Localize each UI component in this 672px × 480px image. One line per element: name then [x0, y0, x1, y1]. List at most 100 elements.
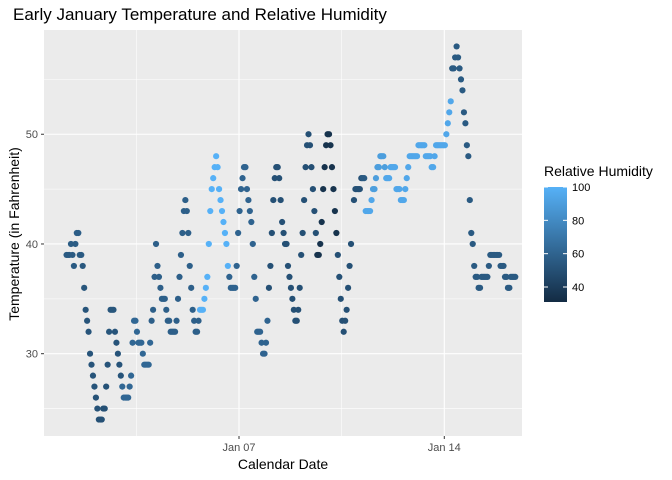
x-tick-label: Jan 07 [222, 442, 255, 454]
data-point [336, 273, 343, 280]
data-point [321, 164, 328, 171]
data-point [92, 394, 100, 401]
data-point [277, 196, 284, 204]
data-point [367, 207, 374, 215]
data-point [252, 295, 259, 302]
data-point [284, 262, 292, 270]
data-point [163, 306, 170, 313]
data-point [166, 317, 173, 324]
data-point [210, 175, 217, 182]
data-point [161, 295, 168, 302]
data-point [456, 65, 463, 72]
data-point [173, 317, 180, 324]
data-point [171, 328, 179, 335]
data-point [345, 284, 352, 291]
data-point [145, 361, 152, 368]
data-point [413, 153, 421, 160]
data-point [330, 186, 337, 193]
data-point [214, 164, 221, 171]
data-point [485, 262, 492, 270]
data-point [104, 361, 111, 368]
data-point [249, 240, 256, 248]
data-point [188, 284, 195, 291]
data-point [201, 295, 208, 302]
data-point [308, 164, 315, 171]
data-point [185, 229, 192, 237]
legend-title: Relative Humidity [544, 163, 653, 179]
data-point [315, 251, 322, 259]
legend-tick-label: 80 [572, 215, 584, 227]
data-point [149, 306, 157, 313]
data-point [270, 196, 277, 204]
data-point [447, 98, 454, 105]
data-point [132, 317, 139, 324]
y-tick-label: 50 [26, 129, 38, 141]
data-point [290, 306, 297, 313]
data-point [78, 251, 85, 259]
data-point [283, 240, 290, 248]
data-point [264, 317, 271, 324]
data-point [242, 164, 249, 171]
data-point [476, 284, 484, 291]
data-point [236, 207, 243, 215]
data-point [224, 262, 231, 270]
data-point [375, 164, 382, 171]
data-point [430, 164, 437, 171]
y-tick-label: 30 [26, 349, 38, 361]
data-point [72, 240, 79, 248]
data-point [496, 251, 503, 259]
data-point [89, 372, 97, 379]
data-point [296, 284, 303, 291]
data-point [331, 207, 339, 215]
data-point [155, 273, 163, 280]
data-point [138, 339, 145, 346]
data-point [459, 87, 466, 94]
data-point [386, 175, 393, 182]
data-point [347, 240, 355, 248]
data-point [246, 207, 253, 215]
data-point [215, 186, 223, 193]
data-point [85, 328, 92, 335]
data-point [441, 142, 448, 149]
data-point [88, 361, 95, 368]
data-point [110, 306, 117, 313]
chart-title: Early January Temperature and Relative H… [13, 5, 387, 24]
data-point [361, 175, 368, 182]
data-point [69, 251, 76, 259]
data-point [512, 273, 519, 280]
data-point [217, 196, 224, 204]
data-point [421, 142, 428, 149]
data-point [446, 109, 453, 116]
data-point [199, 306, 207, 313]
data-point [318, 218, 325, 226]
data-point [202, 284, 209, 291]
data-point [221, 229, 229, 237]
legend-tick-label: 40 [572, 282, 584, 294]
data-point [129, 339, 136, 346]
data-point [84, 317, 91, 324]
data-point [450, 65, 457, 72]
data-point [179, 229, 186, 237]
data-point [298, 251, 305, 259]
data-point [280, 229, 287, 237]
data-point [306, 142, 314, 149]
data-point [293, 317, 300, 324]
data-point [174, 295, 182, 302]
legend-colorbar [544, 187, 567, 302]
data-point [257, 328, 264, 335]
data-point [239, 175, 246, 182]
data-point [213, 153, 220, 160]
color-legend: Relative Humidity 40 60 80 100 [544, 163, 653, 302]
data-point [444, 120, 451, 127]
data-point [176, 273, 183, 280]
data-point [312, 229, 319, 237]
data-point [311, 207, 318, 215]
data-point [289, 295, 296, 302]
data-point [320, 186, 327, 193]
x-tick-label: Jan 14 [428, 442, 461, 454]
data-point [468, 229, 475, 237]
data-point [94, 405, 101, 412]
data-point [405, 164, 412, 171]
data-point [380, 153, 387, 160]
data-point [334, 251, 341, 259]
